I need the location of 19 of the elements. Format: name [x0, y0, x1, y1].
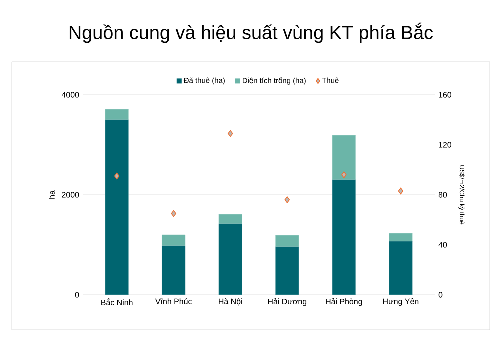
- bar: [105, 120, 129, 295]
- bar: [162, 246, 186, 295]
- chart-title: Nguồn cung và hiệu suất vùng KT phía Bắc: [70, 22, 434, 44]
- bar: [276, 246, 300, 295]
- bar: [389, 233, 413, 242]
- bar: [218, 224, 242, 295]
- bar: [162, 234, 186, 246]
- bar: [389, 241, 413, 295]
- bar: [218, 214, 242, 224]
- point: [342, 172, 347, 178]
- point: [228, 130, 234, 138]
- point: [398, 188, 404, 195]
- bar: [332, 180, 356, 295]
- bar: [332, 135, 356, 180]
- bar: [276, 235, 300, 248]
- point: [114, 172, 120, 180]
- point: [284, 196, 290, 204]
- point: [171, 210, 176, 218]
- bar: [105, 109, 129, 120]
